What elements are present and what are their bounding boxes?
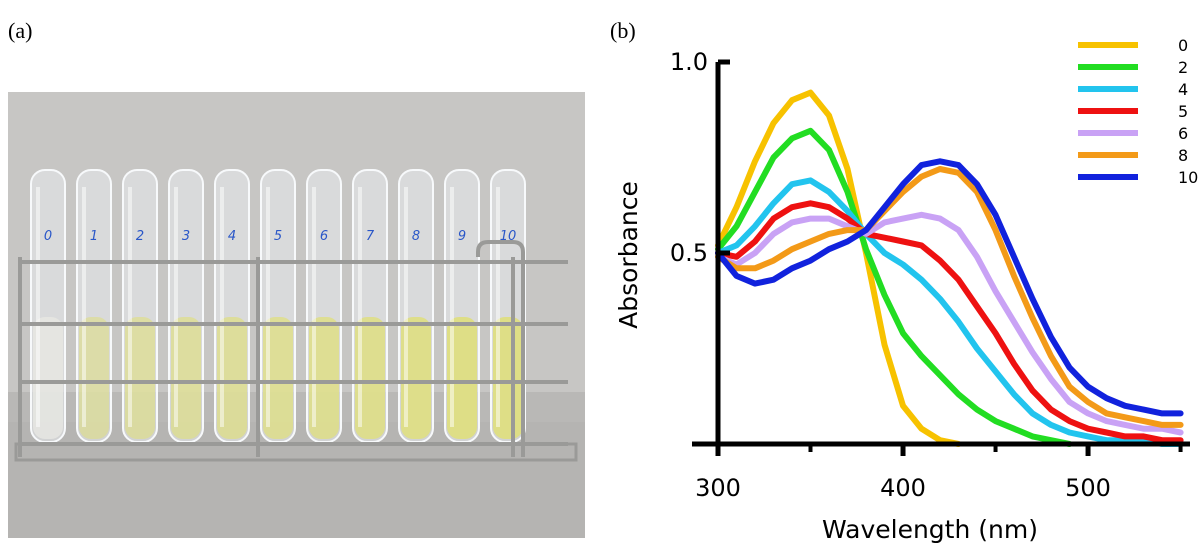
- test-tube: 8: [398, 169, 434, 443]
- x-ticks: 300 400 500: [695, 444, 1183, 502]
- absorbance-chart: 0.5 1.0 300 400 500 Wavelength (nm) Absorba…: [614, 36, 1198, 544]
- y-tick-label: 1.0: [670, 48, 708, 76]
- test-tube: 9: [444, 169, 480, 443]
- panel-a-label: (a): [8, 18, 33, 43]
- tube-liquid: [401, 317, 431, 439]
- tube-label: 6: [320, 229, 328, 244]
- panel-b-label: (b): [610, 18, 636, 43]
- test-tube-photo: 0 1 2 3 4 5 6 7 8 9 10: [8, 92, 585, 538]
- tube-label: 0: [44, 229, 52, 244]
- series-lines: [715, 89, 1184, 447]
- tube-highlight: [36, 187, 40, 427]
- legend-label-8: 8: [1178, 146, 1188, 165]
- tube-label: 9: [458, 229, 466, 244]
- tube-label: 4: [228, 229, 236, 244]
- legend-label-10: 10: [1178, 168, 1198, 187]
- tube-highlight: [174, 187, 178, 427]
- test-tube: 3: [168, 169, 204, 443]
- tube-highlight: [220, 187, 224, 427]
- series-line-6: [715, 211, 1184, 436]
- tube-label: 2: [136, 229, 144, 244]
- rack-handle: [476, 240, 525, 457]
- x-axis-title: Wavelength (nm): [822, 515, 1038, 544]
- legend-label-5: 5: [1178, 102, 1188, 121]
- series-line-2: [715, 127, 1073, 447]
- tube-liquid: [125, 317, 155, 439]
- y-tick-label: 0.5: [670, 239, 708, 267]
- series-line-5: [715, 200, 1184, 444]
- test-tube: 0: [30, 169, 66, 443]
- tube-label: 5: [274, 229, 282, 244]
- x-tick-label: 500: [1065, 474, 1111, 502]
- series-line-4: [715, 177, 1184, 447]
- legend-label-0: 0: [1178, 36, 1188, 55]
- tube-highlight: [404, 187, 408, 427]
- tube-highlight: [496, 187, 500, 427]
- tube-liquid: [33, 317, 63, 439]
- tube-highlight: [266, 187, 270, 427]
- y-ticks: 0.5 1.0: [670, 48, 730, 267]
- x-tick-label: 400: [880, 474, 926, 502]
- tube-label: 1: [90, 229, 98, 244]
- test-tube: 2: [122, 169, 158, 443]
- tube-highlight: [312, 187, 316, 427]
- x-tick-label: 300: [695, 474, 741, 502]
- tube-highlight: [128, 187, 132, 427]
- legend-label-6: 6: [1178, 124, 1188, 143]
- test-tube: 1: [76, 169, 112, 443]
- test-tube: 10: [490, 169, 526, 443]
- series-line-8: [715, 166, 1184, 428]
- tube-liquid: [493, 317, 523, 439]
- test-tube: 7: [352, 169, 388, 443]
- tube-highlight: [82, 187, 86, 427]
- tube-liquid: [309, 317, 339, 439]
- tube-label: 3: [182, 229, 190, 244]
- tube-label: 8: [412, 229, 420, 244]
- legend-label-4: 4: [1178, 80, 1188, 99]
- test-tube: 4: [214, 169, 250, 443]
- tube-liquid: [355, 317, 385, 439]
- y-axis-title: Absorbance: [614, 181, 643, 329]
- tube-liquid: [447, 317, 477, 439]
- tube-highlight: [450, 187, 454, 427]
- tube-liquid: [171, 317, 201, 439]
- legend: 0 2 4 5 6 8 10: [1078, 36, 1198, 187]
- tube-label: 7: [366, 229, 375, 244]
- tube-highlight: [358, 187, 362, 427]
- tube-liquid: [79, 317, 109, 439]
- rack-base: [14, 442, 578, 462]
- test-tube: 5: [260, 169, 296, 443]
- test-tube: 6: [306, 169, 342, 443]
- series-line-0: [715, 89, 962, 447]
- test-tube-rack: [14, 240, 578, 462]
- tube-liquid: [217, 317, 247, 439]
- series-line-10: [715, 158, 1184, 417]
- photo-table: [8, 422, 585, 538]
- test-tubes: 0 1 2 3 4 5 6 7 8 9 10: [30, 169, 526, 443]
- legend-label-2: 2: [1178, 58, 1188, 77]
- tube-liquid: [263, 317, 293, 439]
